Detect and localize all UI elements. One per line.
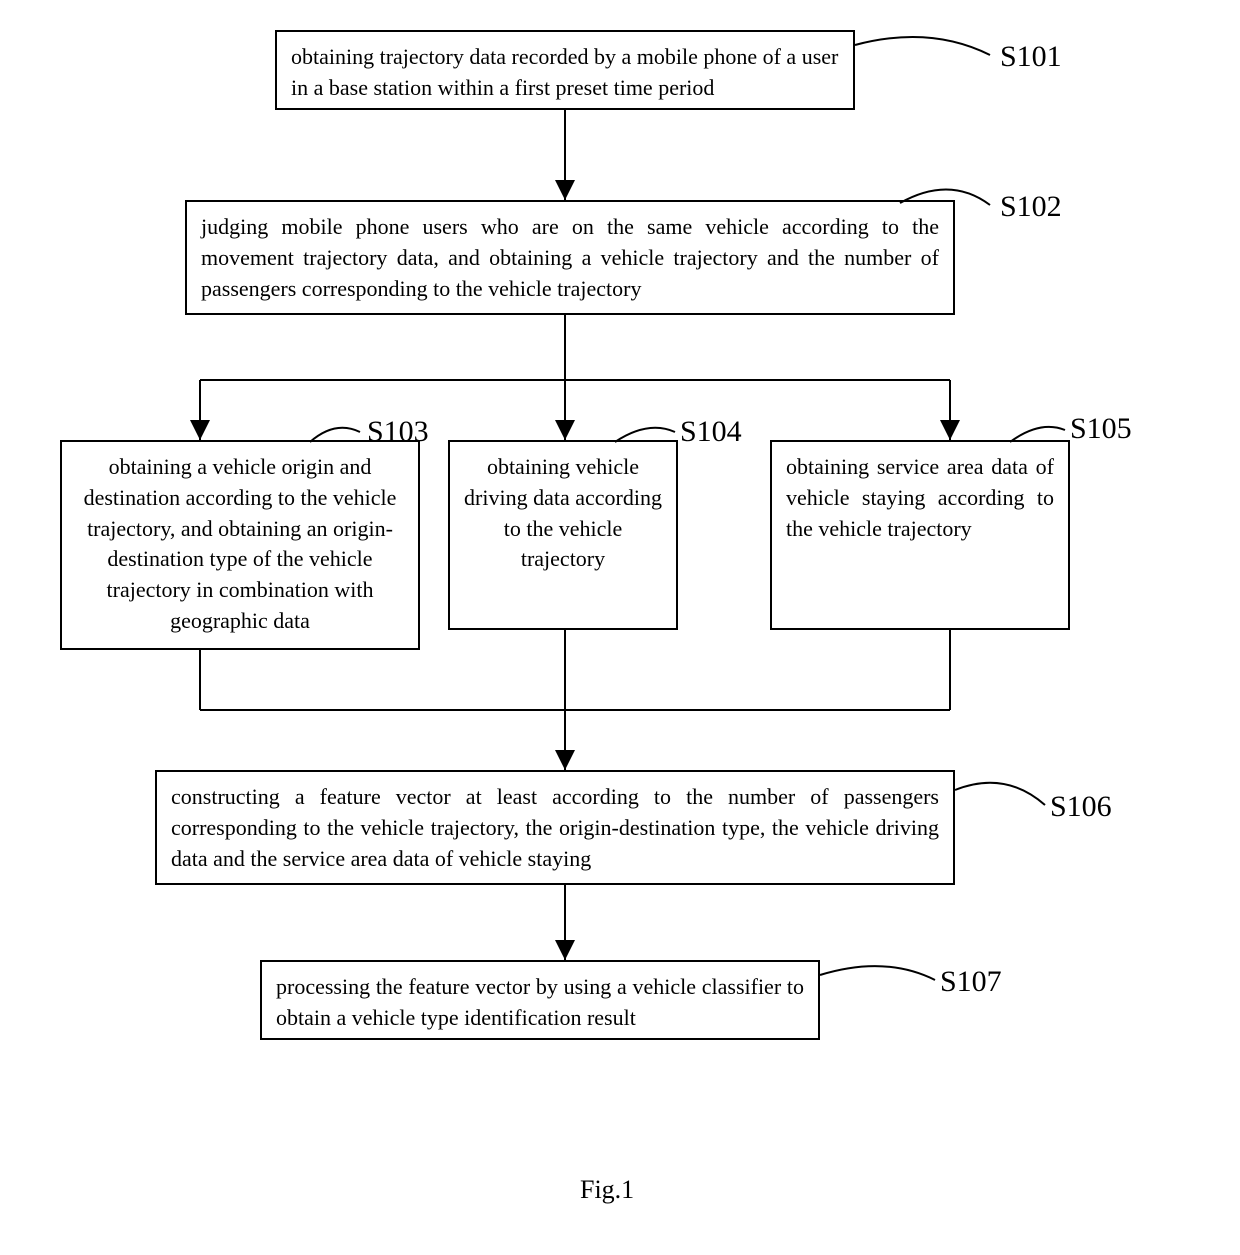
figure-caption: Fig.1 (580, 1175, 634, 1205)
node-text: obtaining trajectory data recorded by a … (291, 44, 838, 100)
node-text: processing the feature vector by using a… (276, 974, 804, 1030)
step-label-s101: S101 (1000, 40, 1062, 74)
flowchart-node-s104: obtaining vehicle driving data according… (448, 440, 678, 630)
step-label-s106: S106 (1050, 790, 1112, 824)
flowchart-node-s106: constructing a feature vector at least a… (155, 770, 955, 885)
node-text: judging mobile phone users who are on th… (201, 214, 939, 301)
flowchart-node-s102: judging mobile phone users who are on th… (185, 200, 955, 315)
step-label-s105: S105 (1070, 412, 1132, 446)
step-label-s102: S102 (1000, 190, 1062, 224)
flowchart-node-s105: obtaining service area data of vehicle s… (770, 440, 1070, 630)
step-label-s107: S107 (940, 965, 1002, 999)
step-label-s103: S103 (367, 415, 429, 449)
step-label-s104: S104 (680, 415, 742, 449)
node-text: obtaining service area data of vehicle s… (786, 454, 1054, 541)
flowchart-node-s107: processing the feature vector by using a… (260, 960, 820, 1040)
flowchart-node-s101: obtaining trajectory data recorded by a … (275, 30, 855, 110)
flowchart-node-s103: obtaining a vehicle origin and destinati… (60, 440, 420, 650)
node-text: constructing a feature vector at least a… (171, 784, 939, 871)
node-text: obtaining vehicle driving data according… (464, 454, 662, 571)
node-text: obtaining a vehicle origin and destinati… (84, 454, 397, 633)
